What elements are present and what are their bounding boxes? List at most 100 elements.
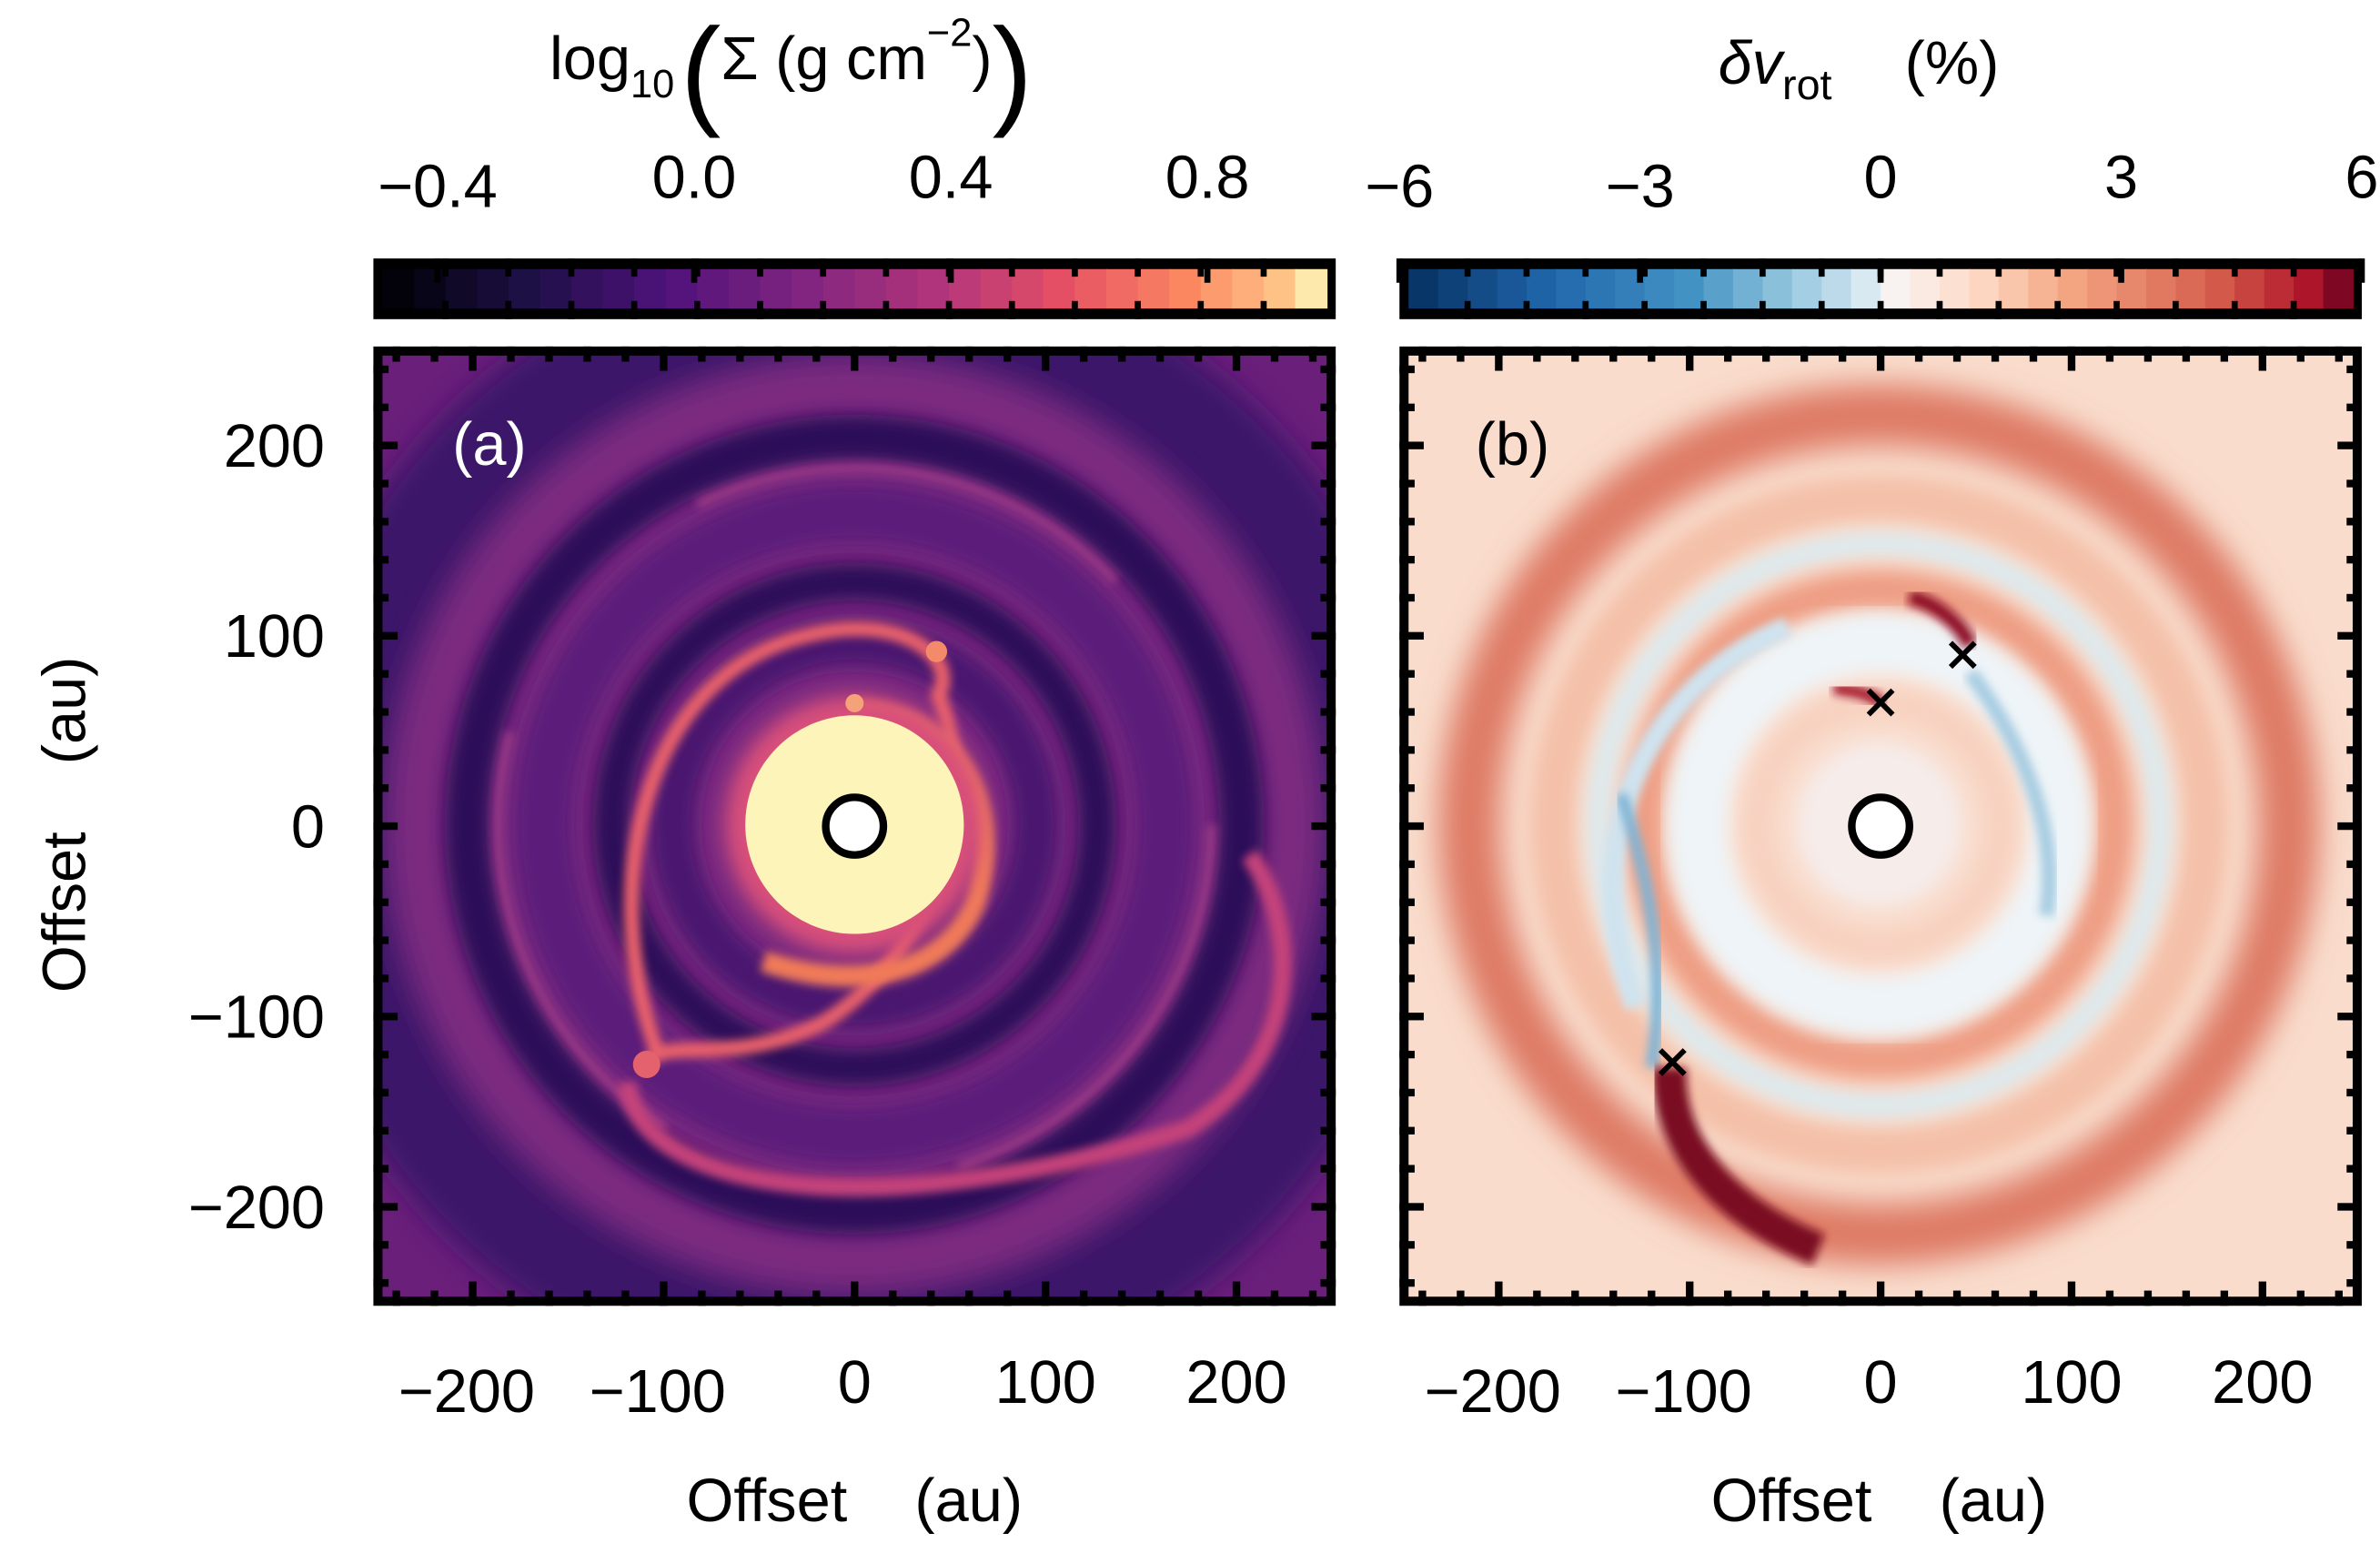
colorbar-minor-tick [820,300,827,319]
x-tick [1495,346,1503,371]
y-tick [1399,518,1415,526]
x-tick-label: 0 [1864,1349,1898,1417]
colorbar-swatch [1910,268,1941,309]
x-tick [1270,1290,1279,1306]
y-tick [1399,670,1415,678]
x-tick [1457,1290,1465,1306]
colorbar-minor-tick [1936,300,1943,319]
colorbar-minor-tick [1877,300,1884,319]
y-tick [1311,441,1336,449]
x-tick-label: 200 [1185,1349,1286,1417]
colorbar-minor-tick [2054,258,2062,277]
y-tick [2337,1013,2362,1021]
y-tick [1399,1088,1415,1097]
colorbar-minor-tick [2231,300,2238,319]
colorbar-swatch [477,268,509,309]
x-tick [1876,1281,1885,1306]
x-tick [1308,346,1317,362]
y-tick [373,631,398,640]
y-tick [2346,1088,2362,1097]
y-tick [373,898,389,906]
y-tick [1320,1050,1336,1059]
x-tick [545,346,553,362]
colorbar-minor-tick [820,258,827,277]
x-tick [698,1290,706,1306]
colorbar-swatch [1408,268,1439,309]
colorbar-swatch [382,268,416,309]
x-tick [1686,346,1694,371]
x-tick [545,1290,553,1306]
colorbar-minor-tick [1464,258,1471,277]
y-tick [1320,784,1336,792]
y-tick [1399,403,1415,411]
colorbar-minor-tick [757,300,763,319]
y-tick [1320,593,1336,602]
y-tick [1399,898,1415,906]
colorbar-minor-tick [630,300,638,319]
y-tick [2346,746,2362,754]
colorbar-swatch [2323,268,2354,309]
y-tick [2346,708,2362,716]
y-tick [1320,365,1336,374]
colorbar-minor-tick [505,258,512,277]
x-tick [2067,346,2076,371]
colorbar-minor-tick [1641,300,1649,319]
x-tick [965,346,973,362]
x-tick [469,346,477,371]
colorbar-minor-tick [757,258,763,277]
colorbar-tick-label: 0.8 [1165,144,1250,211]
y-tick [1399,746,1415,754]
y-tick [1399,631,1424,640]
colorbar-swatch [2028,268,2059,309]
colorbar-swatch [1526,268,1558,309]
x-tick [2258,1281,2267,1306]
y-tick [1399,365,1415,374]
x-tick [851,1281,859,1306]
x-tick [1079,346,1088,362]
x-tick [736,346,744,362]
x-tick [698,346,706,362]
x-tick [1495,1281,1503,1306]
x-tick [965,1290,973,1306]
x-tick [1724,1290,1732,1306]
y-tick [2346,860,2362,869]
x-tick [1991,346,2000,362]
y-tick [1399,1278,1415,1287]
planet-x-marker [1948,640,1977,670]
x-tick [1117,346,1126,362]
colorbar-minor-tick [2173,300,2179,319]
x-tick [927,346,935,362]
colorbar-minor-tick [1072,300,1078,319]
x-tick [2296,346,2304,362]
colorbar-swatch [1497,268,1528,309]
x-tick [1609,346,1618,362]
y-tick [373,1088,389,1097]
x-tick [1418,346,1427,362]
x-tick [1800,1290,1809,1306]
x-tick [812,346,821,362]
colorbar-minor-tick [2113,300,2120,319]
colorbar-minor-tick [1523,258,1530,277]
star-marker [822,793,888,859]
colorbar-minor-tick [1936,258,1943,277]
colorbar-swatch [1263,268,1296,309]
colorbar-minor-tick [1582,300,1589,319]
colorbar-minor-tick [2173,258,2179,277]
colorbar-minor-tick [945,300,953,319]
panel-b-label: (b) [1476,411,1550,479]
colorbar-swatch [1137,268,1171,309]
y-tick [2337,822,2362,831]
colorbar-swatch [1881,268,1911,309]
y-tick-label: −200 [188,1175,325,1242]
x-tick [1418,1290,1427,1306]
colorbar-tick-label: −3 [1606,153,1675,220]
x-tick [1079,1290,1088,1306]
panel-b-xlabel: Offset (au) [1711,1467,2048,1535]
x-tick [621,1290,630,1306]
x-tick [2220,1290,2229,1306]
x-tick [392,1290,400,1306]
x-tick [1533,1290,1541,1306]
y-tick [373,479,389,488]
colorbar-swatch [1043,268,1076,309]
x-tick [660,1281,668,1306]
